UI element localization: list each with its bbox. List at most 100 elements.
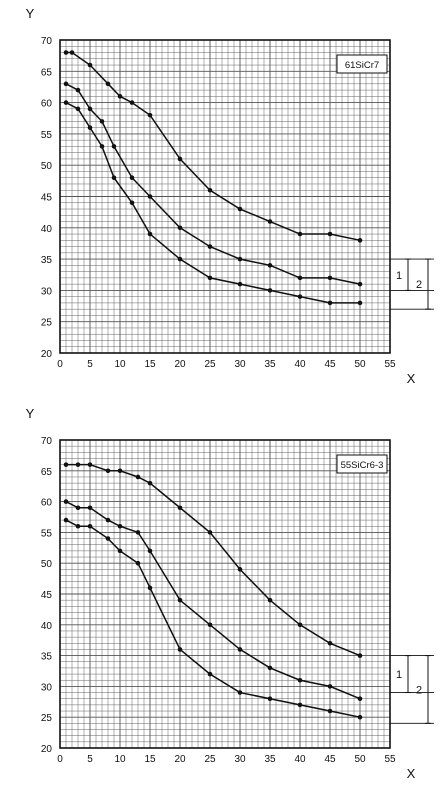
series-1-point	[135, 474, 141, 480]
series-2-point	[267, 263, 273, 268]
grid	[59, 439, 391, 749]
y-tick-label: 50	[41, 161, 53, 172]
y-tick-label: 20	[41, 744, 53, 755]
bracket-guides	[390, 655, 434, 724]
y-tick-label: 45	[41, 590, 53, 601]
y-axis-label: Y	[26, 6, 35, 21]
plot-frame	[59, 439, 391, 749]
x-tick-label: 50	[354, 754, 366, 765]
y-tick-label: 35	[41, 255, 53, 266]
x-tick-label: 15	[144, 359, 156, 370]
series-1-point	[87, 62, 93, 68]
series-2-point	[147, 194, 153, 199]
series-3-point	[177, 647, 183, 652]
series-2-line	[65, 500, 361, 700]
x-axis-label: X	[407, 766, 416, 781]
series-1-point	[177, 156, 183, 162]
series-2-point	[63, 499, 69, 504]
x-tick-label: 0	[57, 359, 63, 370]
series-1-point	[87, 462, 93, 467]
bracket-2-label: 2	[416, 684, 422, 696]
series-2-point	[267, 665, 273, 671]
bracket-1-label: 1	[396, 669, 402, 681]
series-2-line	[65, 83, 361, 285]
series-2-point	[147, 548, 153, 554]
series-2-point	[135, 530, 141, 535]
y-axis-label: Y	[26, 406, 35, 421]
series-2-point	[297, 677, 303, 683]
x-tick-label: 50	[354, 359, 366, 370]
series-3-point	[297, 702, 303, 708]
x-tick-label: 35	[264, 359, 276, 370]
series-2-point	[327, 275, 333, 281]
series-1-point	[237, 567, 243, 572]
series-2-point	[129, 175, 135, 181]
series-2-point	[237, 647, 243, 652]
series-3-point	[111, 175, 117, 181]
series-3-point	[327, 300, 333, 306]
series-2-point	[75, 87, 81, 93]
series-3-point	[237, 281, 243, 287]
y-tick-label: 65	[41, 67, 53, 78]
bracket-1-label: 1	[396, 270, 402, 282]
x-tick-label: 15	[144, 754, 156, 765]
series-3-point	[99, 144, 105, 149]
series-3-line	[65, 101, 360, 304]
y-tick-label: 25	[41, 713, 53, 724]
series-1-point	[297, 622, 303, 628]
y-tick-label: 30	[41, 286, 53, 297]
bracket-2-label: 2	[416, 279, 422, 291]
series-1-point	[75, 462, 81, 467]
series-3-point	[75, 106, 81, 112]
series-2-point	[87, 505, 93, 511]
x-tick-label: 25	[204, 754, 216, 765]
series-2-point	[207, 244, 213, 249]
series-1-point	[327, 640, 333, 646]
x-tick-label: 5	[87, 359, 93, 370]
series-3-point	[177, 256, 183, 262]
series-1-point	[63, 462, 69, 467]
x-tick-label: 5	[87, 754, 93, 765]
series-1-point	[297, 231, 303, 237]
x-tick-label: 40	[294, 359, 306, 370]
series-2-point	[75, 505, 81, 511]
series-3-point	[135, 560, 141, 566]
series-1-point	[327, 231, 333, 237]
series-3-point	[117, 548, 123, 554]
series-3-point	[147, 231, 153, 237]
series-3-point	[87, 523, 93, 529]
series-2-point	[87, 106, 93, 112]
chart-61sicr7: 0 5 10 15 20 25 30 35 40 45 50 55 20 25 30 35 40 45 50 55 60…	[26, 6, 434, 386]
series-3-point	[147, 585, 153, 591]
y-tick-label: 70	[41, 36, 53, 47]
y-tick-label: 60	[41, 498, 53, 509]
x-tick-label: 40	[294, 754, 306, 765]
title-box	[336, 454, 388, 474]
x-tick-label: 30	[234, 359, 246, 370]
series-1-point	[267, 597, 273, 603]
series-1-point	[207, 187, 213, 193]
series-3-point	[357, 300, 363, 306]
y-tick-label: 45	[41, 193, 53, 204]
x-tick-label: 55	[384, 359, 396, 370]
bracket-guides	[390, 258, 434, 310]
series-3-line	[65, 519, 361, 718]
y-tick-label: 55	[41, 130, 53, 141]
series-1-point	[105, 81, 111, 87]
x-tick-label: 10	[114, 359, 126, 370]
series-1-point	[129, 100, 135, 105]
series-3-point	[267, 288, 273, 293]
series-1-point	[147, 112, 153, 118]
series-2-point	[63, 81, 69, 87]
plot-frame	[59, 39, 391, 354]
series-2-point	[105, 517, 111, 523]
y-tick-label: 20	[41, 349, 53, 360]
series-2-point	[357, 281, 363, 287]
series-1-point	[147, 480, 153, 486]
x-tick-label: 0	[57, 754, 63, 765]
x-tick-label: 35	[264, 754, 276, 765]
series-2-point	[117, 523, 123, 529]
series-3-point	[87, 125, 93, 130]
series-3-point	[129, 200, 135, 206]
series-1-point	[357, 238, 363, 243]
